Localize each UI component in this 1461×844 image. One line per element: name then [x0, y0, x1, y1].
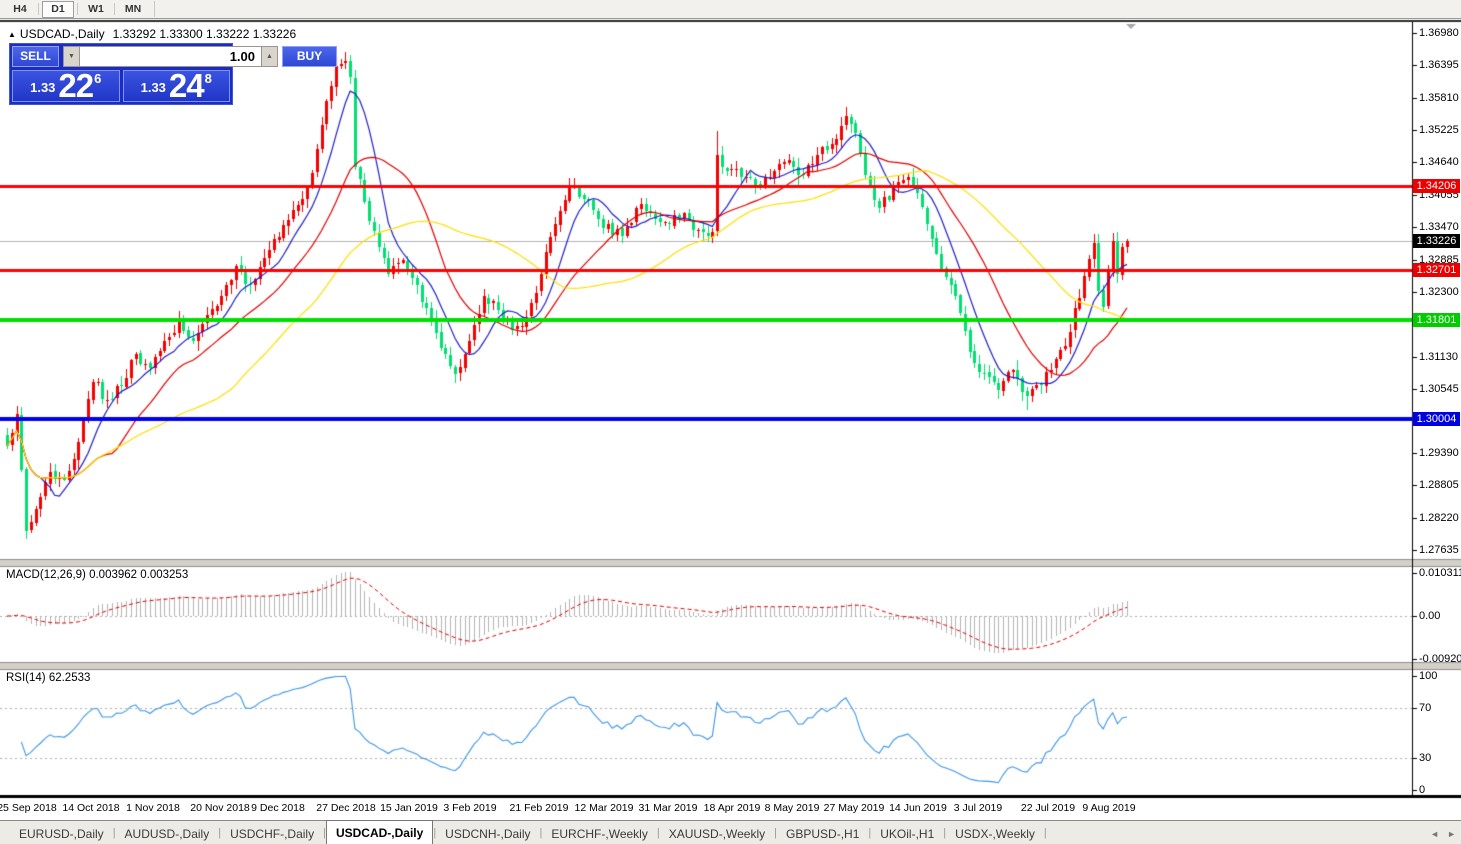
tab-separator: | [1043, 826, 1047, 839]
buy-button[interactable]: BUY [282, 46, 337, 67]
timeframe-button-mn[interactable]: MN [124, 3, 142, 15]
sell-price-prefix: 1.33 [30, 80, 56, 95]
chart-tab-usdcnh-daily[interactable]: USDCNH-,Daily [445, 826, 531, 841]
buy-price-prefix: 1.33 [140, 80, 166, 95]
one-click-trading-panel: SELL ▼ ▲ BUY 1.33 22 6 1.33 24 [9, 43, 337, 105]
tab-separator: | [656, 826, 660, 839]
sell-price-big-digits: 22 [58, 66, 94, 104]
chart-tab-bar: ◄ ► EURUSD-,Daily | AUDUSD-,Daily | USDCHF-,… [0, 820, 1461, 844]
triangle-down-icon: ▼ [68, 52, 75, 60]
chart-tab-xauusd-weekly[interactable]: XAUUSD-,Weekly [668, 826, 766, 841]
tab-separator: | [943, 826, 947, 839]
tab-separator: | [433, 826, 437, 839]
chart-tab-usdx-weekly[interactable]: USDX-,Weekly [955, 826, 1035, 841]
volume-increase-button[interactable]: ▲ [261, 46, 278, 67]
tab-separator: | [868, 826, 872, 839]
chart-tab-audusd-daily[interactable]: AUDUSD-,Daily [124, 826, 210, 841]
chart-tab-ukoil-h1[interactable]: UKOil-,H1 [880, 826, 935, 841]
sell-price-pip-digit: 6 [94, 71, 102, 86]
timeframe-button-w1[interactable]: W1 [88, 3, 104, 15]
timeframe-button-d1[interactable]: D1 [42, 0, 74, 18]
buy-price-big-digits: 24 [168, 66, 205, 104]
sell-button[interactable]: SELL [12, 46, 59, 67]
tab-separator: | [323, 826, 326, 839]
timeframe-toolbar: H4 D1 W1 MN [0, 0, 1461, 19]
chart-tab-usdchf-daily[interactable]: USDCHF-,Daily [230, 826, 315, 841]
timeframe-button-h4[interactable]: H4 [13, 3, 27, 15]
chart-tab-eurusd-daily[interactable]: EURUSD-,Daily [19, 826, 104, 841]
tab-separator: | [774, 826, 778, 839]
chart-tab-eurchf-weekly[interactable]: EURCHF-,Weekly [551, 826, 648, 841]
toolbar-separator [38, 3, 39, 15]
toolbar-separator [114, 3, 115, 15]
tab-separator: | [218, 826, 222, 839]
triangle-up-icon: ▲ [266, 52, 273, 60]
sell-price-button[interactable]: 1.33 22 6 [12, 66, 120, 104]
toolbar-separator [154, 1, 155, 17]
tab-scroll-left-icon[interactable]: ◄ [1430, 829, 1440, 839]
buy-price-pip-digit: 8 [204, 71, 212, 86]
toolbar-separator [77, 3, 78, 15]
chart-tab-usdcad-daily[interactable]: USDCAD-,Daily [325, 820, 434, 844]
volume-input[interactable] [80, 46, 261, 67]
chart-tab-gbpusd-h1[interactable]: GBPUSD-,H1 [786, 826, 860, 841]
volume-decrease-button[interactable]: ▼ [63, 46, 80, 67]
buy-price-button[interactable]: 1.33 24 8 [122, 66, 230, 104]
tab-scroll-right-icon[interactable]: ► [1447, 829, 1456, 839]
tab-separator: | [539, 826, 543, 839]
tab-separator: | [112, 826, 116, 839]
